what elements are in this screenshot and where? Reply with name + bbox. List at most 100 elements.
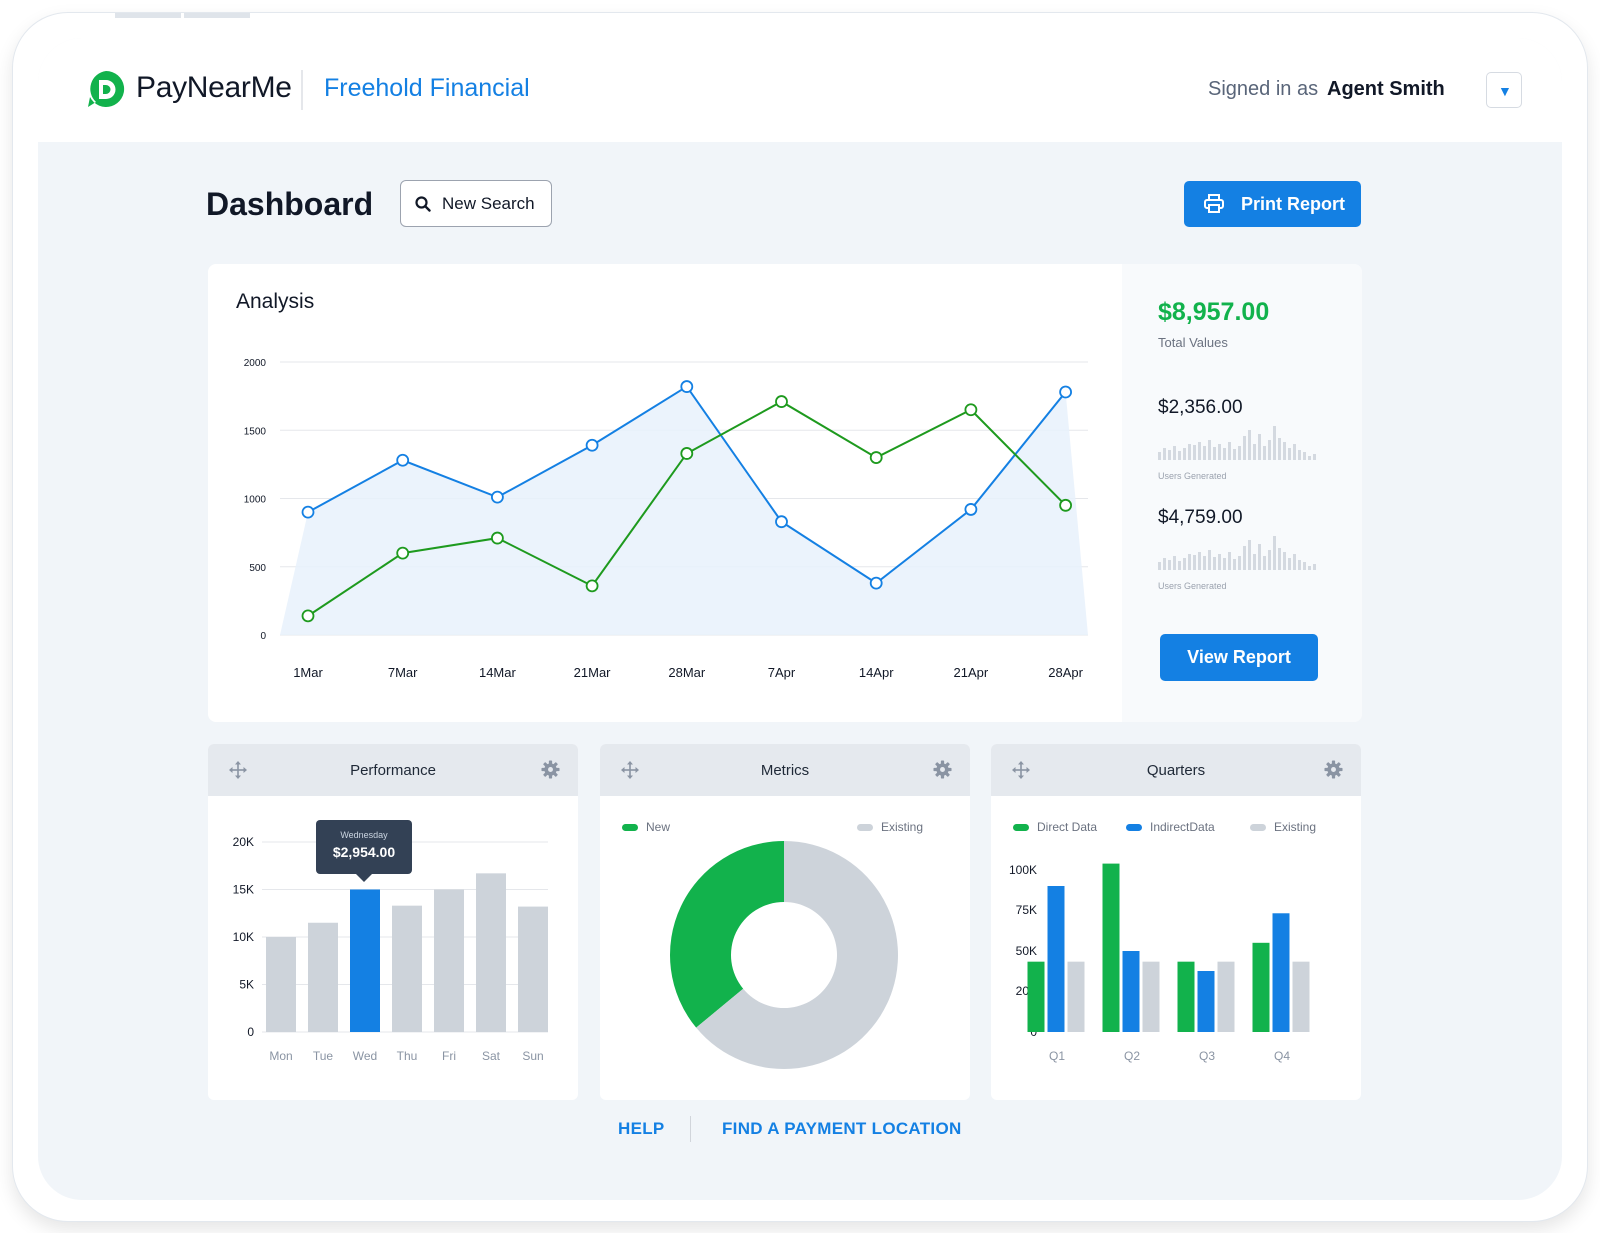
- app-screen: PayNearMe Freehold Financial Signed in a…: [38, 38, 1562, 1200]
- sparkline-bar: [1258, 434, 1261, 460]
- legend-label: Existing: [1274, 820, 1317, 834]
- legend-swatch: [1250, 824, 1266, 832]
- sparkline-bar: [1158, 562, 1161, 570]
- data-point: [396, 546, 410, 560]
- sparkline-bars: [1158, 536, 1316, 570]
- stat-label-2: Users Generated: [1158, 581, 1227, 591]
- user-menu-dropdown-button[interactable]: ▼: [1486, 72, 1522, 108]
- data-point: [869, 451, 883, 464]
- bar: [1027, 961, 1045, 1032]
- data-point: [490, 531, 504, 545]
- sparkline-bar: [1183, 448, 1186, 460]
- series-area: [280, 386, 1088, 635]
- x-tick-label: Q4: [1274, 1049, 1290, 1063]
- data-point: [490, 490, 504, 504]
- x-tick-label: 14Apr: [859, 665, 894, 680]
- data-point: [585, 579, 599, 593]
- sparkline-bar: [1303, 452, 1306, 460]
- sparkline-bar: [1233, 449, 1236, 460]
- y-tick-label: 50K: [1016, 944, 1037, 958]
- move-icon[interactable]: [1012, 761, 1030, 779]
- sparkline-bar: [1253, 444, 1256, 460]
- sparkline-bar: [1308, 456, 1311, 460]
- print-report-label: Print Report: [1241, 194, 1346, 214]
- bar: [1067, 961, 1085, 1032]
- bar: [476, 873, 506, 1032]
- view-report-button[interactable]: View Report: [1160, 634, 1318, 681]
- data-point: [964, 503, 978, 516]
- move-icon[interactable]: [229, 761, 247, 779]
- sparkline-bar: [1298, 450, 1301, 460]
- organization-name[interactable]: Freehold Financial: [324, 74, 530, 102]
- tooltip-day: Wednesday: [340, 830, 388, 840]
- sparkline-bar: [1248, 430, 1251, 460]
- legend-label: Direct Data: [1037, 820, 1098, 834]
- new-search-button[interactable]: New Search: [400, 180, 552, 227]
- sparkline-bar: [1283, 552, 1286, 570]
- x-tick-label: Fri: [442, 1049, 456, 1063]
- legend-swatch: [1126, 824, 1142, 832]
- sparkline-bar: [1218, 554, 1221, 570]
- x-tick-label: Mon: [269, 1049, 292, 1063]
- bar: [518, 906, 548, 1032]
- widget-title: Metrics: [760, 762, 810, 779]
- sparkline-bar: [1288, 558, 1291, 570]
- analysis-summary-panel: $8,957.00 Total Values $2,356.00 Users G…: [1122, 264, 1362, 722]
- data-point: [396, 453, 410, 467]
- sparkline-bar: [1258, 544, 1261, 570]
- sparkline-bar: [1238, 556, 1241, 570]
- y-tick-label: 0: [260, 631, 266, 642]
- x-tick-label: 21Apr: [954, 665, 989, 680]
- sparkline-bar: [1218, 444, 1221, 460]
- analysis-card: Analysis 2000 1500 1000 500 0 1Mar 7Mar 14Mar 21…: [208, 264, 1362, 722]
- sparkline-bar: [1228, 442, 1231, 460]
- sparkline-bar: [1293, 444, 1296, 460]
- legend-label: IndirectData: [1150, 820, 1215, 834]
- x-tick-label: Sun: [522, 1049, 543, 1063]
- sparkline-bar: [1178, 561, 1181, 570]
- sparkline-bar: [1278, 548, 1281, 570]
- widget-title: Quarters: [1146, 762, 1206, 779]
- bar: [266, 937, 296, 1032]
- sparkline-bar: [1193, 555, 1196, 570]
- bar-tooltip: Wednesday $2,954.00: [316, 820, 412, 882]
- data-point: [775, 395, 788, 408]
- sparkline-bar: [1158, 452, 1161, 460]
- sparkline-bar: [1233, 559, 1236, 570]
- x-tick-label: Q3: [1199, 1049, 1215, 1063]
- top-header: PayNearMe Freehold Financial Signed in a…: [38, 38, 1562, 142]
- x-tick-label: 7Mar: [388, 665, 418, 680]
- donut-slice: [669, 841, 784, 1028]
- help-link[interactable]: HELP: [618, 1119, 665, 1138]
- sparkline-bar: [1238, 446, 1241, 460]
- sparkline-bar: [1303, 562, 1306, 570]
- sparkline-bar: [1183, 558, 1186, 570]
- y-tick-label: 100K: [1009, 863, 1037, 877]
- bar: [1122, 951, 1140, 1032]
- y-tick-label: 500: [249, 563, 266, 574]
- sparkline-bar: [1243, 546, 1246, 570]
- printer-icon: [1204, 194, 1224, 213]
- gear-icon[interactable]: [933, 760, 952, 779]
- move-icon[interactable]: [621, 761, 639, 779]
- legend-new: New: [622, 820, 670, 834]
- sparkline-bar: [1178, 451, 1181, 460]
- device-tab: [115, 13, 181, 18]
- gear-icon[interactable]: [1324, 760, 1343, 779]
- legend-existing: Existing: [857, 820, 923, 834]
- bar: [1197, 971, 1215, 1032]
- x-tick-label: Q2: [1124, 1049, 1140, 1063]
- x-tick-label: 21Mar: [574, 665, 612, 680]
- gear-icon[interactable]: [541, 760, 560, 779]
- y-tick-label: 5K: [239, 978, 254, 992]
- x-tick-label: Thu: [397, 1049, 418, 1063]
- paynearme-logo-icon: [88, 70, 125, 107]
- data-point: [680, 380, 694, 393]
- print-report-button[interactable]: Print Report: [1184, 181, 1361, 227]
- data-point: [680, 447, 694, 460]
- x-tick-label: Q1: [1049, 1049, 1065, 1063]
- find-payment-location-link[interactable]: FIND A PAYMENT LOCATION: [722, 1119, 962, 1138]
- sparkline-bar: [1198, 442, 1201, 460]
- performance-widget: Performance 20K 15K 10K 5K 0 Mon Tue Wed Thu Fri S…: [208, 744, 578, 1100]
- sparkline-bar: [1248, 540, 1251, 570]
